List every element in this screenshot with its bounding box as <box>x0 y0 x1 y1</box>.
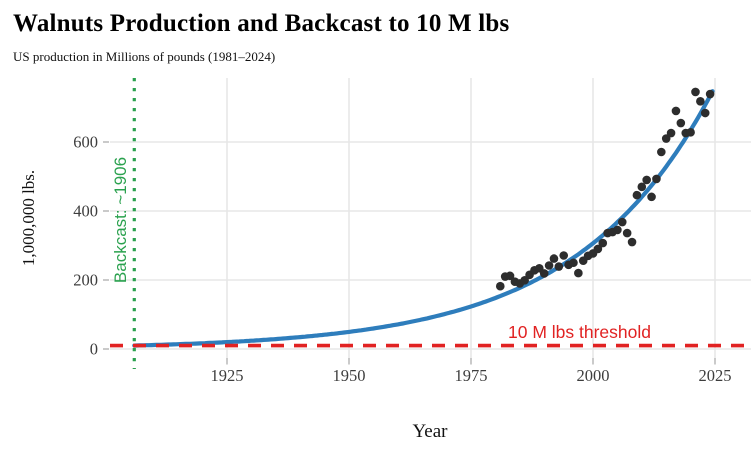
data-point <box>627 237 637 247</box>
data-point <box>544 261 554 270</box>
data-point <box>505 271 515 281</box>
data-point <box>657 147 666 157</box>
data-point <box>700 108 710 118</box>
threshold-annotation: 10 M lbs threshold <box>508 322 651 342</box>
data-point <box>549 254 559 263</box>
data-point <box>520 276 529 285</box>
data-point <box>666 128 676 138</box>
data-point <box>598 238 608 248</box>
x-tick-label: 2025 <box>699 366 732 385</box>
data-point <box>637 182 647 192</box>
y-tick-label: 0 <box>90 340 98 359</box>
data-point <box>613 225 622 235</box>
chart-title: Walnuts Production and Backcast to 10 M … <box>13 10 510 37</box>
y-axis-title: 1,000,000 lbs. <box>19 169 38 267</box>
data-point <box>676 118 686 128</box>
data-point <box>691 87 700 97</box>
data-point <box>686 128 695 137</box>
data-point <box>632 190 642 200</box>
data-point <box>642 175 651 185</box>
x-tick-label: 1950 <box>333 366 366 385</box>
data-point <box>622 228 632 238</box>
data-point <box>617 217 627 227</box>
x-axis-title: Year <box>412 421 448 442</box>
data-point <box>574 268 583 278</box>
data-point <box>705 89 715 99</box>
data-point <box>652 174 661 184</box>
data-point <box>671 106 681 116</box>
x-tick-label: 2000 <box>577 366 610 385</box>
fit-curve <box>132 89 715 348</box>
data-point <box>559 251 569 260</box>
y-tick-label: 600 <box>73 133 98 152</box>
data-point <box>495 281 505 291</box>
data-point <box>554 262 564 271</box>
y-tick-label: 200 <box>73 271 98 290</box>
y-tick-label: 400 <box>73 202 98 221</box>
chart-subtitle: US production in Millions of pounds (198… <box>13 49 276 64</box>
data-point <box>593 244 603 254</box>
data-point <box>647 192 656 202</box>
x-tick-label: 1975 <box>455 366 488 385</box>
data-point <box>696 96 705 106</box>
backcast-annotation: Backcast: ~1906 <box>111 156 130 284</box>
data-point <box>569 258 578 268</box>
data-point <box>539 269 549 278</box>
x-tick-label: 1925 <box>211 366 244 385</box>
data-point <box>661 134 671 143</box>
